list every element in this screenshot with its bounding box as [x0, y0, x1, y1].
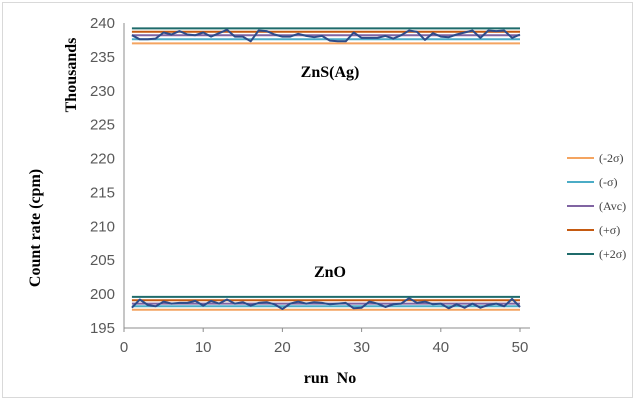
- y-tick-label: 230: [90, 83, 115, 100]
- y-tick-label: 205: [90, 252, 115, 269]
- data-lines: [131, 28, 521, 310]
- x-axis-title: run No: [304, 370, 356, 387]
- y-tick-label: 215: [90, 184, 115, 201]
- x-tick-label: 0: [120, 339, 128, 356]
- y-tick-label: 235: [90, 49, 115, 66]
- tick-labels: 195 200 205 210 215 220 225 230 235 240 0 10 20 30 40 5…: [90, 15, 528, 356]
- y-tick-label: 225: [90, 117, 115, 134]
- y-axis-title: Count rate (cpm): [27, 169, 44, 287]
- x-tick-label: 30: [353, 339, 370, 356]
- y-tick-label: 220: [90, 151, 115, 168]
- series-0-data-line: [131, 28, 521, 43]
- annotation-zns: ZnS(Ag): [301, 64, 360, 81]
- y-unit-label: Thousands: [63, 38, 80, 113]
- sigma-lines: [131, 27, 520, 311]
- axes: [123, 23, 530, 329]
- legend-item-plus1sigma: (+σ): [567, 223, 620, 237]
- legend-label-avg: (Avc): [599, 199, 626, 213]
- y-tick-label: 200: [90, 286, 115, 303]
- x-tick-label: 50: [512, 339, 529, 356]
- legend-item-minus2sigma: (-2σ): [567, 151, 623, 165]
- legend-item-avg: (Avc): [567, 199, 626, 213]
- legend-label-plus1sigma: (+σ): [599, 223, 620, 237]
- chart-frame: [2, 2, 633, 398]
- legend-item-plus2sigma: (+2σ): [567, 247, 626, 261]
- y-tick-label: 195: [90, 320, 115, 337]
- y-tick-label: 240: [90, 15, 115, 32]
- x-tick-label: 40: [432, 339, 449, 356]
- legend-label-minus2sigma: (-2σ): [599, 151, 623, 165]
- x-tick-label: 20: [274, 339, 291, 356]
- y-tick-label: 210: [90, 218, 115, 235]
- x-tick-label: 10: [195, 339, 212, 356]
- legend-label-minus1sigma: (-σ): [599, 175, 617, 189]
- legend: (-2σ) (-σ) (Avc) (+σ) (+2σ): [567, 151, 626, 261]
- series-1-data-line: [131, 297, 521, 310]
- legend-label-plus2sigma: (+2σ): [599, 247, 626, 261]
- legend-item-minus1sigma: (-σ): [567, 175, 617, 189]
- annotation-zno: ZnO: [314, 264, 346, 281]
